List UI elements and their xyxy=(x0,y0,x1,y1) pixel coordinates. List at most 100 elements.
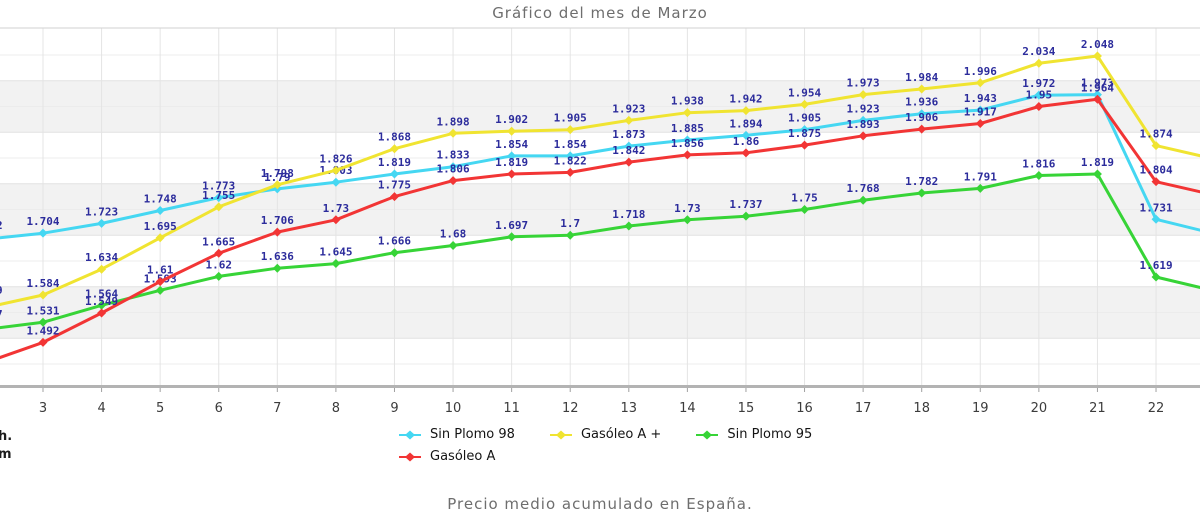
data-point-label: 1.665 xyxy=(202,235,235,248)
data-point-label: 1.798 xyxy=(261,167,294,180)
data-point-label: 1.68 xyxy=(440,228,467,241)
data-point-label: 1.996 xyxy=(964,65,997,78)
data-point-marker xyxy=(800,99,810,109)
data-point-label: 1.906 xyxy=(905,111,938,124)
series-sin-plomo-98: 1.7041.7231.7481.7731.791.8031.8191.8331… xyxy=(0,77,1200,240)
data-point-marker xyxy=(1034,58,1044,68)
data-point-marker xyxy=(214,202,224,212)
data-point-marker xyxy=(38,337,48,347)
data-point-marker xyxy=(1151,272,1161,282)
data-point-label: 1.816 xyxy=(1022,157,1055,170)
series-sin-plomo-95: 1.5311.5641.5931.621.6361.6451.6661.681.… xyxy=(0,156,1200,330)
data-point-marker xyxy=(507,151,517,161)
data-point-marker xyxy=(97,218,107,228)
clipped-edge-label-fragment: 9 xyxy=(0,284,3,297)
data-point-label: 1.833 xyxy=(436,149,469,162)
data-point-label: 1.806 xyxy=(436,163,469,176)
data-point-label: 2.048 xyxy=(1081,38,1114,51)
x-axis-label: 4 xyxy=(97,401,105,416)
data-point-label: 1.704 xyxy=(26,215,59,228)
data-point-marker xyxy=(624,141,634,151)
data-point-marker xyxy=(155,206,165,216)
data-point-marker xyxy=(800,204,810,214)
data-point-label: 1.984 xyxy=(905,71,938,84)
data-point-label: 2.034 xyxy=(1022,45,1055,58)
x-axis-label: 11 xyxy=(503,401,520,416)
data-point-label: 1.905 xyxy=(554,112,587,125)
data-point-marker xyxy=(917,188,927,198)
data-point-marker xyxy=(975,118,985,128)
data-point-label: 1.954 xyxy=(788,86,821,99)
data-point-marker xyxy=(214,248,224,258)
data-point-label: 1.492 xyxy=(26,324,59,337)
data-point-label: 1.718 xyxy=(612,208,645,221)
series-gasoleo-a: 1.4921.5491.611.6651.7061.731.7751.8061.… xyxy=(0,81,1200,360)
data-point-label: 1.86 xyxy=(733,135,760,148)
data-point-marker xyxy=(565,125,575,135)
data-point-marker xyxy=(565,151,575,161)
data-point-marker xyxy=(38,317,48,327)
data-point-marker xyxy=(155,277,165,287)
data-point-label: 1.885 xyxy=(671,122,704,135)
x-axis-label: 9 xyxy=(390,401,398,416)
x-axis-label: 20 xyxy=(1031,401,1048,416)
data-point-label: 1.893 xyxy=(847,118,880,131)
data-point-marker xyxy=(389,248,399,258)
data-point-label: 1.731 xyxy=(1139,201,1172,214)
data-point-label: 1.822 xyxy=(554,154,587,167)
data-point-marker xyxy=(858,115,868,125)
legend-label: Sin Plomo 98 xyxy=(430,427,515,442)
series-line-gasoleo-a xyxy=(0,97,1200,360)
data-point-marker xyxy=(1034,101,1044,111)
data-point-label: 1.584 xyxy=(26,277,59,290)
data-point-label: 1.854 xyxy=(495,138,528,151)
data-point-marker xyxy=(331,177,341,187)
data-point-marker xyxy=(1092,90,1102,100)
data-point-label: 1.531 xyxy=(26,304,59,317)
data-point-label: 1.95 xyxy=(1026,88,1053,101)
data-point-marker xyxy=(565,230,575,240)
data-point-marker xyxy=(1034,170,1044,180)
x-axis-label: 3 xyxy=(39,401,47,416)
data-point-label: 1.854 xyxy=(554,138,587,151)
data-point-label: 1.894 xyxy=(729,117,762,130)
data-point-label: 1.936 xyxy=(905,96,938,109)
data-point-marker xyxy=(272,263,282,273)
data-point-marker xyxy=(682,215,692,225)
legend-marker-gasoleo-a-plus xyxy=(549,430,572,439)
data-point-label: 1.73 xyxy=(674,202,701,215)
legend-label: Sin Plomo 95 xyxy=(727,427,813,442)
data-point-marker xyxy=(917,84,927,94)
data-point-label: 1.826 xyxy=(319,152,352,165)
data-point-marker xyxy=(507,169,517,179)
data-point-label: 1.549 xyxy=(85,295,118,308)
data-point-marker xyxy=(331,215,341,225)
data-point-marker xyxy=(272,180,282,190)
x-axis-label: 12 xyxy=(562,401,579,416)
legend: Sin Plomo 98 Gasóleo A + Sin Plomo 95 Gasól… xyxy=(398,427,812,464)
data-point-marker xyxy=(624,157,634,167)
legend-row: Sin Plomo 98 Gasóleo A + Sin Plomo 95 xyxy=(398,427,812,442)
legend-item-gasoleo-a: Gasóleo A xyxy=(398,449,495,464)
data-point-marker xyxy=(682,108,692,118)
data-point-marker xyxy=(741,211,751,221)
data-point-marker xyxy=(448,162,458,172)
data-point-marker xyxy=(155,285,165,295)
clipped-edge-label-fragment: 7 xyxy=(0,308,3,321)
data-point-label: 1.75 xyxy=(791,191,818,204)
series-line-sin-plomo-98 xyxy=(0,93,1200,240)
data-point-marker xyxy=(975,78,985,88)
clipped-edge-label-fragment: 2 xyxy=(0,219,3,232)
data-point-label: 1.697 xyxy=(495,219,528,232)
data-point-marker xyxy=(800,125,810,135)
x-axis-line xyxy=(0,385,1200,388)
data-point-label: 1.875 xyxy=(788,127,821,140)
data-point-marker xyxy=(97,264,107,274)
data-point-label: 1.61 xyxy=(147,264,174,277)
data-point-label: 1.972 xyxy=(1022,77,1055,90)
data-point-label: 1.938 xyxy=(671,95,704,108)
legend-item-gasoleo-a-plus: Gasóleo A + xyxy=(549,427,661,442)
data-point-marker xyxy=(917,109,927,119)
